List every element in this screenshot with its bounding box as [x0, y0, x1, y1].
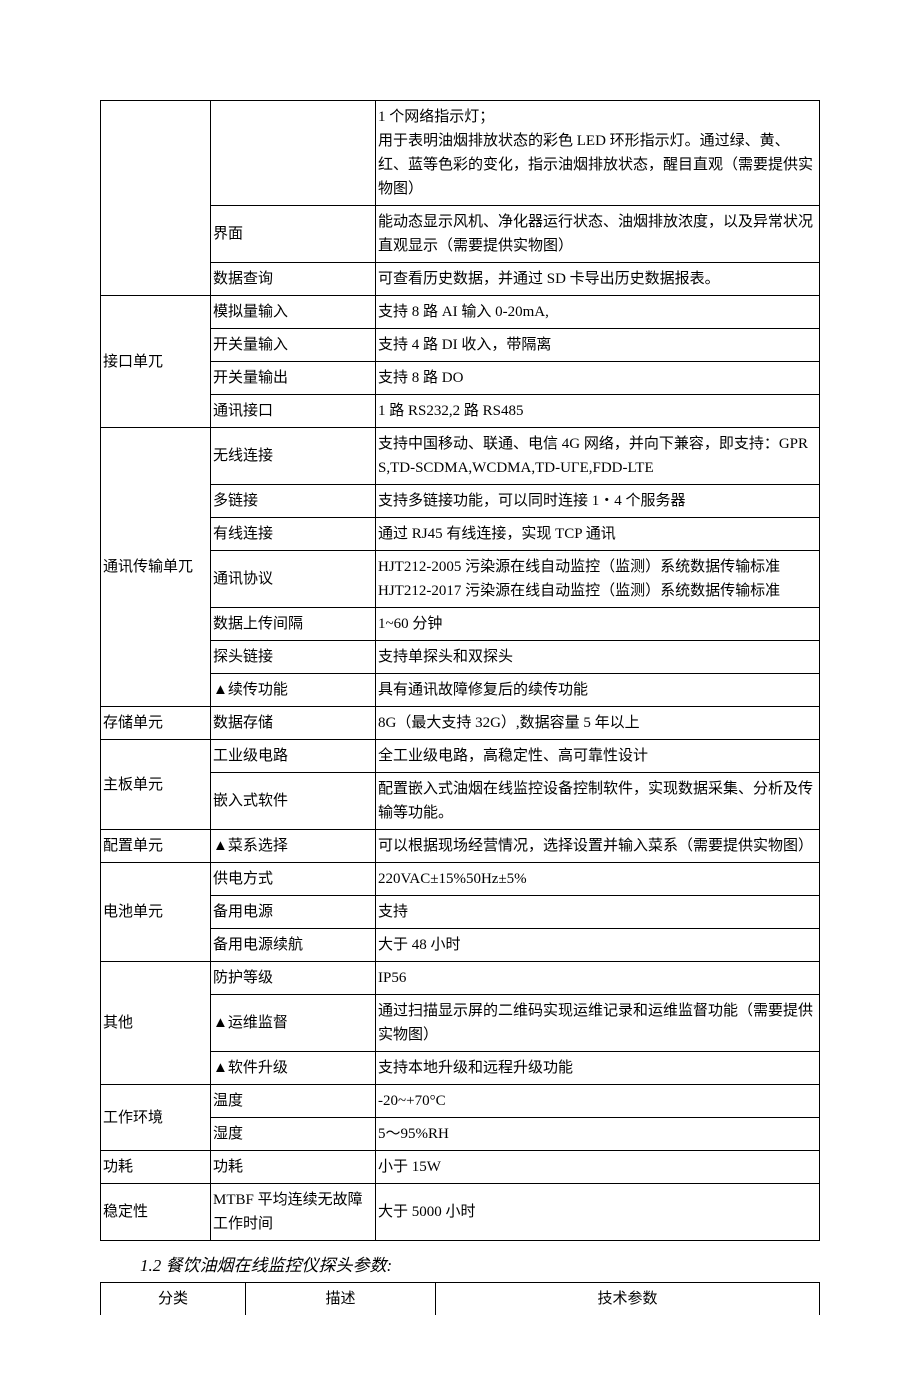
desc-cell: 通讯协议	[211, 551, 376, 608]
value-cell: 5～95%RH	[376, 1118, 820, 1151]
category-cell: 存储单元	[101, 707, 211, 740]
value-cell: 8G（最大支持 32G）,数据容量 5 年以上	[376, 707, 820, 740]
value-cell: 1~60 分钟	[376, 608, 820, 641]
desc-cell: MTBF 平均连续无故障工作时间	[211, 1184, 376, 1241]
table-row: 存储单元数据存储8G（最大支持 32G）,数据容量 5 年以上	[101, 707, 820, 740]
value-cell: IP56	[376, 962, 820, 995]
desc-cell: ▲软件升级	[211, 1052, 376, 1085]
category-cell: 工作环境	[101, 1085, 211, 1151]
desc-cell: 数据查询	[211, 263, 376, 296]
value-cell: 可查看历史数据，并通过 SD 卡导出历史数据报表。	[376, 263, 820, 296]
value-cell: 大于 5000 小时	[376, 1184, 820, 1241]
desc-cell: 湿度	[211, 1118, 376, 1151]
value-cell: -20~+70°C	[376, 1085, 820, 1118]
desc-cell: 防护等级	[211, 962, 376, 995]
value-cell: 配置嵌入式油烟在线监控设备控制软件，实现数据采集、分析及传输等功能。	[376, 773, 820, 830]
desc-cell: 供电方式	[211, 863, 376, 896]
value-cell: HJT212-2005 污染源在线自动监控（监测）系统数据传输标准HJT212-…	[376, 551, 820, 608]
table-row: 工作环境温度-20~+70°C	[101, 1085, 820, 1118]
desc-cell: 数据存储	[211, 707, 376, 740]
desc-cell: 备用电源	[211, 896, 376, 929]
value-cell: 小于 15W	[376, 1151, 820, 1184]
spec-table-1: 1 个网络指示灯；用于表明油烟排放状态的彩色 LED 环形指示灯。通过绿、黄、红…	[100, 100, 820, 1241]
category-cell	[101, 101, 211, 296]
category-cell: 功耗	[101, 1151, 211, 1184]
desc-cell: 温度	[211, 1085, 376, 1118]
table-row: 接口单兀模拟量输入支持 8 路 AI 输入 0-20mA,	[101, 296, 820, 329]
table-row: 通讯传输单兀无线连接支持中国移动、联通、电信 4G 网络，并向下兼容，即支持：G…	[101, 428, 820, 485]
category-cell: 主板单元	[101, 740, 211, 830]
table-row: 1 个网络指示灯；用于表明油烟排放状态的彩色 LED 环形指示灯。通过绿、黄、红…	[101, 101, 820, 206]
desc-cell: ▲运维监督	[211, 995, 376, 1052]
category-cell: 电池单元	[101, 863, 211, 962]
desc-cell: ▲续传功能	[211, 674, 376, 707]
value-cell: 支持中国移动、联通、电信 4G 网络，并向下兼容，即支持：GPRS,TD-SCD…	[376, 428, 820, 485]
desc-cell: 模拟量输入	[211, 296, 376, 329]
desc-cell: 工业级电路	[211, 740, 376, 773]
desc-cell: 数据上传间隔	[211, 608, 376, 641]
value-cell: 支持多链接功能，可以同时连接 1・4 个服务器	[376, 485, 820, 518]
desc-cell: 无线连接	[211, 428, 376, 485]
header-cell: 描述	[246, 1283, 436, 1316]
header-cell: 分类	[101, 1283, 246, 1316]
category-cell: 稳定性	[101, 1184, 211, 1241]
desc-cell: 开关量输入	[211, 329, 376, 362]
value-cell: 支持 8 路 AI 输入 0-20mA,	[376, 296, 820, 329]
value-cell: 支持 4 路 DI 收入，带隔离	[376, 329, 820, 362]
desc-cell: ▲菜系选择	[211, 830, 376, 863]
category-cell: 其他	[101, 962, 211, 1085]
table-row: 稳定性MTBF 平均连续无故障工作时间大于 5000 小时	[101, 1184, 820, 1241]
table-row: 其他防护等级IP56	[101, 962, 820, 995]
desc-cell: 嵌入式软件	[211, 773, 376, 830]
spec-table-2: 分类 描述 技术参数	[100, 1282, 820, 1315]
desc-cell: 通讯接口	[211, 395, 376, 428]
value-cell: 可以根据现场经营情况，选择设置并输入菜系（需要提供实物图）	[376, 830, 820, 863]
value-cell: 支持本地升级和远程升级功能	[376, 1052, 820, 1085]
value-cell: 通过扫描显示屏的二维码实现运维记录和运维监督功能（需要提供实物图）	[376, 995, 820, 1052]
value-cell: 大于 48 小时	[376, 929, 820, 962]
header-cell: 技术参数	[436, 1283, 820, 1316]
value-cell: 具有通讯故障修复后的续传功能	[376, 674, 820, 707]
value-cell: 支持 8 路 DO	[376, 362, 820, 395]
desc-cell: 界面	[211, 206, 376, 263]
table-row: 功耗功耗小于 15W	[101, 1151, 820, 1184]
desc-cell: 有线连接	[211, 518, 376, 551]
desc-cell: 备用电源续航	[211, 929, 376, 962]
value-cell: 220VAC±15%50Hz±5%	[376, 863, 820, 896]
table-row: 主板单元工业级电路全工业级电路，高稳定性、高可靠性设计	[101, 740, 820, 773]
value-cell: 支持单探头和双探头	[376, 641, 820, 674]
table-row: 配置单元▲菜系选择可以根据现场经营情况，选择设置并输入菜系（需要提供实物图）	[101, 830, 820, 863]
section-title: 1.2 餐饮油烟在线监控仪探头参数:	[140, 1251, 820, 1276]
category-cell: 接口单兀	[101, 296, 211, 428]
desc-cell: 开关量输出	[211, 362, 376, 395]
category-cell: 通讯传输单兀	[101, 428, 211, 707]
desc-cell: 功耗	[211, 1151, 376, 1184]
table-row: 分类 描述 技术参数	[101, 1283, 820, 1316]
value-cell: 通过 RJ45 有线连接，实现 TCP 通讯	[376, 518, 820, 551]
table-row: 电池单元供电方式220VAC±15%50Hz±5%	[101, 863, 820, 896]
value-cell: 全工业级电路，高稳定性、高可靠性设计	[376, 740, 820, 773]
value-cell: 1 个网络指示灯；用于表明油烟排放状态的彩色 LED 环形指示灯。通过绿、黄、红…	[376, 101, 820, 206]
value-cell: 1 路 RS232,2 路 RS485	[376, 395, 820, 428]
value-cell: 支持	[376, 896, 820, 929]
desc-cell: 探头链接	[211, 641, 376, 674]
category-cell: 配置单元	[101, 830, 211, 863]
value-cell: 能动态显示风机、净化器运行状态、油烟排放浓度，以及异常状况直观显示（需要提供实物…	[376, 206, 820, 263]
desc-cell: 多链接	[211, 485, 376, 518]
desc-cell	[211, 101, 376, 206]
